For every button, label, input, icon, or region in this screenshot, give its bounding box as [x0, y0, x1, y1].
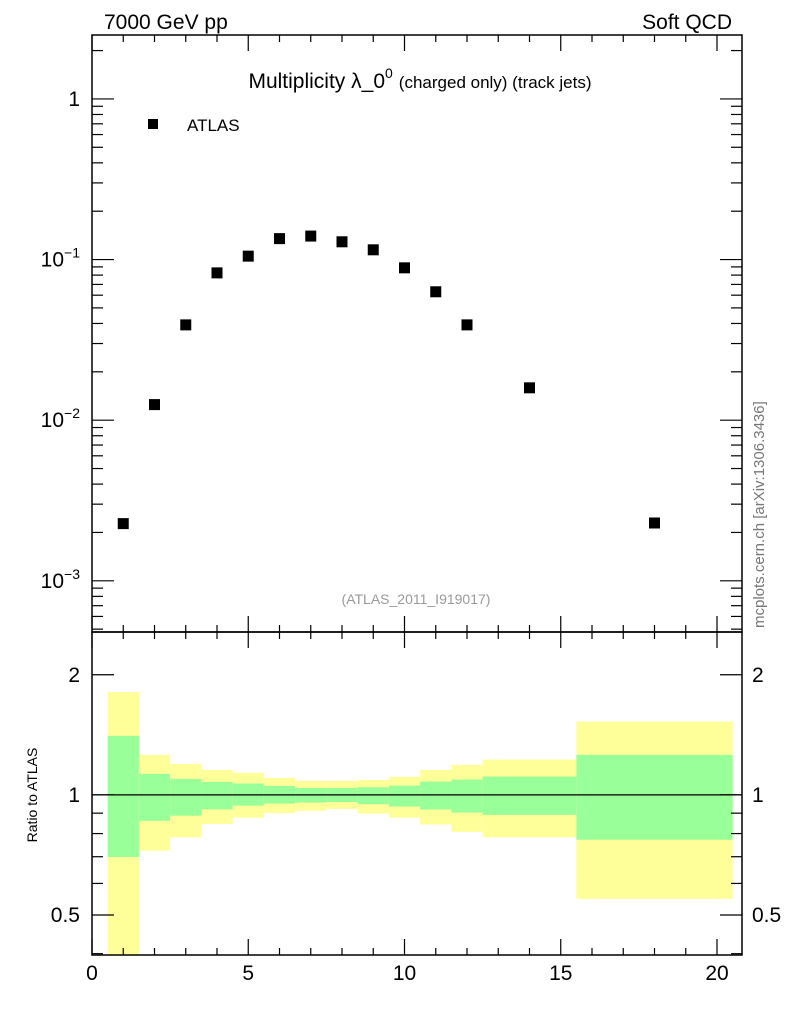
inner-band-bin: [138, 773, 171, 821]
data-point: [336, 236, 348, 248]
inner-band-bin: [451, 779, 483, 813]
chart-title: Multiplicity λ_00 (charged only) (track j…: [248, 65, 591, 93]
y-tick-label: 10−1: [41, 245, 81, 272]
ratio-frame: [91, 631, 743, 956]
ratio-y-tick-label: 2: [68, 664, 80, 687]
ratio-y-tick-label: 1: [68, 784, 80, 807]
legend-marker: [148, 119, 158, 129]
data-point: [524, 382, 535, 394]
inner-band-bin: [107, 735, 139, 857]
data-point: [430, 286, 442, 298]
inner-band-bin: [576, 754, 733, 840]
inner-band-bin: [201, 781, 233, 810]
x-tick-label: 5: [242, 962, 254, 985]
header-right: Soft QCD: [642, 11, 732, 34]
data-point: [399, 262, 410, 274]
inner-band-bin: [482, 776, 577, 815]
ratio-y-tick-label-right: 1: [752, 784, 764, 807]
ratio-ylabel: Ratio to ATLAS: [24, 748, 40, 843]
data-point: [180, 319, 192, 331]
x-tick-label: 15: [549, 962, 572, 985]
legend-label: ATLAS: [187, 116, 240, 135]
data-point: [211, 267, 223, 279]
analysis-label: (ATLAS_2011_I919017): [342, 591, 491, 607]
inner-band-bin: [420, 781, 452, 810]
x-tick-label: 0: [86, 962, 98, 985]
data-point: [274, 233, 285, 245]
data-point: [117, 518, 129, 530]
watermark: mcplots.cern.ch [arXiv:1306.3436]: [751, 401, 768, 628]
inner-band-bin: [388, 785, 421, 807]
x-tick-label: 10: [393, 962, 416, 985]
data-point: [149, 399, 160, 411]
y-tick-label: 10−3: [41, 566, 81, 593]
ratio-y-tick-label-right: 0.5: [752, 904, 781, 927]
data-point: [305, 230, 317, 242]
data-point: [242, 250, 254, 262]
inner-band-bin: [357, 787, 389, 805]
y-tick-label: 1: [68, 88, 80, 111]
ratio-y-tick-label-right: 2: [752, 664, 764, 687]
data-point: [649, 517, 660, 529]
ratio-y-tick-label: 0.5: [51, 904, 80, 927]
header-left: 7000 GeV pp: [104, 11, 228, 34]
x-tick-label: 20: [705, 962, 728, 985]
y-tick-label: 10−2: [41, 405, 81, 432]
inner-band-bin: [170, 778, 202, 816]
data-point: [367, 244, 379, 256]
data-point: [461, 319, 473, 331]
